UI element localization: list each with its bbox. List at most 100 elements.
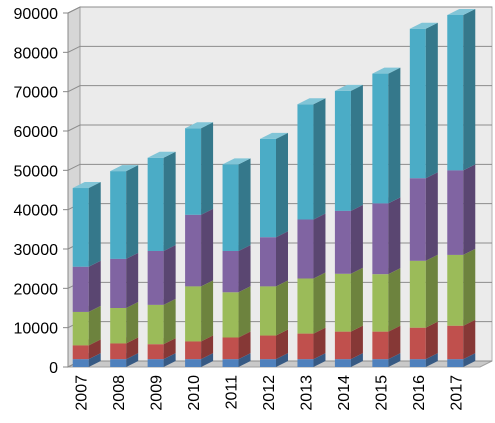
bar-side bbox=[350, 204, 363, 274]
bar-stack-2011 bbox=[222, 158, 251, 367]
bar-front bbox=[222, 359, 239, 367]
bar-2010-series-3 bbox=[185, 280, 214, 342]
x-tick-label-2012: 2012 bbox=[261, 375, 278, 411]
bar-2012-series-3 bbox=[260, 280, 288, 336]
x-tick-label-2011: 2011 bbox=[224, 375, 241, 410]
y-tick-label-4: 40000 bbox=[14, 203, 59, 220]
bar-side bbox=[201, 280, 214, 342]
bar-side bbox=[163, 298, 176, 345]
bar-2016-series-5 bbox=[409, 22, 438, 179]
bar-side bbox=[238, 158, 251, 251]
bar-front bbox=[147, 157, 164, 251]
bar-top bbox=[260, 132, 288, 139]
bar-2017-series-2 bbox=[447, 319, 476, 360]
bar-2015-series-3 bbox=[372, 268, 401, 332]
bar-side bbox=[350, 325, 363, 360]
bar-front bbox=[297, 359, 314, 367]
bar-front bbox=[72, 359, 89, 367]
bar-side bbox=[201, 208, 214, 287]
bar-front bbox=[409, 28, 426, 179]
bar-2015-series-5 bbox=[372, 67, 401, 204]
bar-top bbox=[334, 84, 363, 91]
bar-front bbox=[260, 286, 276, 336]
bar-side bbox=[88, 182, 101, 267]
bar-stack-2012 bbox=[260, 132, 288, 367]
bar-side bbox=[463, 8, 476, 171]
bar-front bbox=[147, 359, 164, 367]
bar-side bbox=[276, 280, 288, 336]
bar-2012-series-5 bbox=[260, 132, 288, 238]
bar-2007-series-5 bbox=[72, 182, 101, 267]
y-tick-label-8: 80000 bbox=[14, 45, 59, 62]
bar-side bbox=[350, 84, 363, 211]
bar-side bbox=[163, 353, 176, 367]
bar-top bbox=[110, 165, 139, 172]
bar-2014-series-4 bbox=[334, 204, 363, 274]
bar-2008-series-5 bbox=[110, 165, 139, 259]
bar-2014-series-5 bbox=[334, 84, 363, 211]
bar-front bbox=[110, 258, 127, 308]
gridline-9 bbox=[67, 6, 492, 14]
x-tick-label-2017: 2017 bbox=[448, 375, 465, 411]
bar-front bbox=[260, 138, 276, 238]
bar-front bbox=[297, 333, 314, 360]
bar-2017-series-4 bbox=[447, 164, 476, 255]
bar-front bbox=[447, 325, 464, 360]
bar-side bbox=[88, 339, 101, 360]
bar-2008-series-4 bbox=[110, 252, 139, 308]
x-tick-label-2010: 2010 bbox=[186, 375, 203, 411]
bar-side bbox=[163, 338, 176, 360]
bar-front bbox=[409, 260, 426, 328]
bar-side bbox=[388, 353, 401, 367]
bar-top bbox=[72, 182, 101, 189]
bar-side bbox=[463, 353, 476, 367]
bar-front bbox=[260, 237, 276, 287]
bar-2007-series-4 bbox=[72, 260, 101, 312]
bar-front bbox=[372, 331, 389, 360]
bar-front bbox=[222, 164, 239, 251]
bar-2011-series-5 bbox=[222, 158, 251, 251]
bar-top bbox=[222, 158, 251, 165]
bar-2008-series-3 bbox=[110, 302, 139, 344]
bar-side bbox=[425, 353, 438, 367]
bar-front bbox=[447, 254, 464, 326]
bar-2011-series-3 bbox=[222, 286, 251, 338]
bar-2013-series-3 bbox=[297, 272, 326, 334]
bar-front bbox=[72, 311, 89, 346]
bar-front bbox=[147, 304, 164, 345]
bar-front bbox=[447, 14, 464, 171]
bar-side bbox=[126, 353, 139, 367]
bar-side bbox=[463, 164, 476, 255]
bar-2016-series-3 bbox=[409, 254, 438, 328]
bar-side bbox=[276, 353, 288, 367]
y-tick-label-1: 10000 bbox=[14, 321, 59, 338]
bar-front bbox=[260, 359, 276, 367]
bar-stack-2013 bbox=[297, 98, 326, 367]
bar-side bbox=[88, 305, 101, 346]
bar-side bbox=[201, 122, 214, 215]
bar-2017-series-5 bbox=[447, 8, 476, 171]
bar-top bbox=[447, 8, 476, 15]
bar-2009-series-5 bbox=[147, 151, 176, 251]
y-axis: 0 10000 20000 30000 40000 50000 60000 70000 8000… bbox=[14, 6, 69, 377]
bar-front bbox=[72, 266, 89, 312]
bar-front bbox=[72, 188, 89, 267]
y-tick-label-6: 60000 bbox=[14, 124, 59, 141]
bar-front bbox=[334, 90, 351, 211]
bar-side bbox=[313, 213, 326, 279]
bar-front bbox=[447, 170, 464, 255]
bar-front bbox=[72, 345, 89, 360]
bar-side bbox=[313, 327, 326, 360]
bar-top bbox=[185, 122, 214, 129]
bar-stack-2009 bbox=[147, 151, 176, 367]
bar-side bbox=[238, 286, 251, 338]
bar-2013-series-4 bbox=[297, 213, 326, 279]
bar-front bbox=[110, 359, 127, 367]
bar-side bbox=[425, 321, 438, 360]
bar-side bbox=[88, 260, 101, 312]
bar-side bbox=[425, 172, 438, 261]
bar-side bbox=[425, 22, 438, 179]
bar-front bbox=[372, 73, 389, 204]
bar-side bbox=[463, 248, 476, 326]
